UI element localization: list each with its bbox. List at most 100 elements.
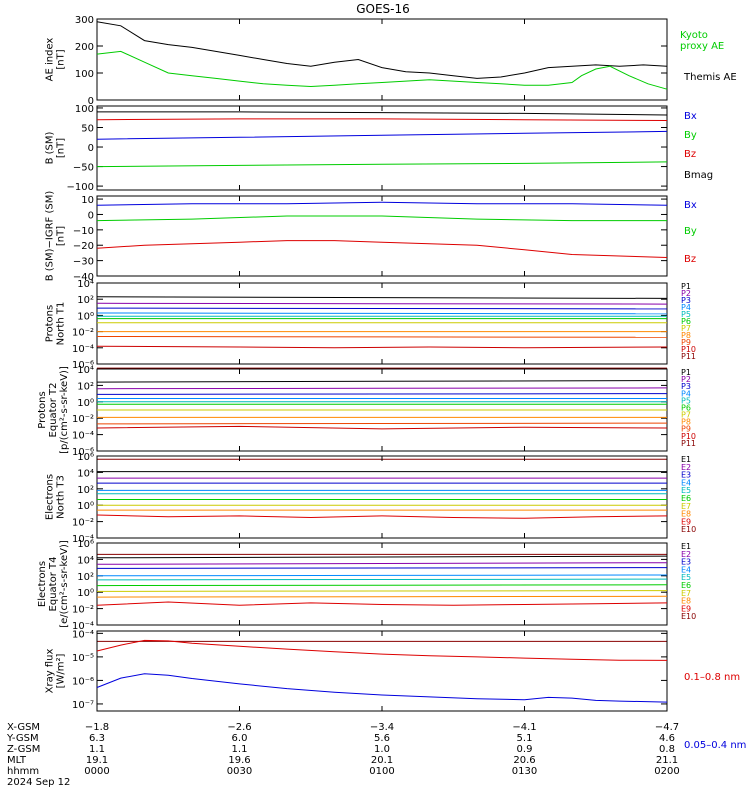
series-line-P1	[96, 296, 668, 299]
legend-label: E10	[681, 612, 696, 621]
legend-label: By	[684, 130, 697, 141]
legend-label: P6	[681, 403, 691, 412]
legend-label: E6	[681, 494, 691, 503]
legend-label: Kyoto	[680, 30, 708, 41]
legend-label: P5	[681, 396, 691, 405]
x-row-value: −4.1	[512, 722, 536, 733]
series-line-By	[96, 215, 667, 222]
legend-label: P1	[681, 368, 691, 377]
series-line-0.1–0.8 nm	[96, 639, 668, 661]
x-row-label: hhmm	[7, 766, 39, 777]
legend-label: E8	[681, 510, 691, 519]
legend-label: P11	[681, 352, 696, 361]
legend-label: P5	[681, 310, 691, 319]
legend-label: 0.05–0.4 nm	[684, 740, 746, 751]
y-axis-label: North T1	[56, 302, 67, 346]
series-line-E7	[96, 590, 668, 592]
legend-label: E8	[681, 597, 691, 606]
series-line-Kyoto proxy AE	[96, 50, 668, 90]
y-tick-label: 10⁻⁴	[72, 431, 94, 442]
legend-label: E4	[681, 565, 691, 574]
series-line-P9	[96, 336, 668, 338]
legend-label: E6	[681, 581, 691, 590]
series-line-Bz	[96, 118, 668, 121]
x-row-value: −1.8	[85, 722, 109, 733]
y-tick-label: −40	[73, 272, 94, 283]
legend-label: E3	[681, 471, 691, 480]
y-tick-label: −50	[73, 163, 94, 174]
panel-protons_t1: 10⁻⁶ 10⁻⁴ 10⁻² 10⁰ 10² 10⁴ Protons North T1 P1P2…	[45, 279, 697, 371]
y-tick-label: 100	[75, 104, 94, 115]
x-row-value: 6.3	[89, 733, 105, 744]
y-tick-label: 10⁰	[77, 588, 94, 599]
panel-frame	[96, 455, 668, 539]
panel-xray: 10⁻⁷ 10⁻⁶ 10⁻⁵ 10⁻⁴ Xray flux [W/m²] 0.1–0.8 n…	[45, 629, 747, 751]
series-line-P3	[96, 307, 668, 310]
y-tick-label: 10⁻⁵	[72, 653, 94, 664]
legend-label: E9	[681, 517, 691, 526]
y-tick-label: 10⁴	[77, 468, 94, 479]
y-tick-label: 10⁻²	[72, 328, 94, 339]
y-axis-label: [W/m²]	[56, 653, 67, 688]
x-row-value: 0000	[84, 766, 109, 777]
legend-label: P10	[681, 345, 696, 354]
y-tick-label: −10	[73, 226, 94, 237]
x-row-value: 0200	[654, 766, 679, 777]
panel-frame	[96, 542, 668, 626]
legend-label: P6	[681, 317, 691, 326]
legend-label: proxy AE	[680, 41, 724, 52]
legend-label: Bx	[684, 200, 697, 211]
y-axis-label: Equator T2	[48, 383, 59, 438]
y-tick-label: 10⁻⁶	[72, 447, 94, 458]
x-axis-table: X-GSM −1.8 −2.6 −3.4 −4.1 −4.7 Y-GSM 6.3 6.0 5.6 5…	[6, 722, 680, 788]
y-axis-label: Xray flux	[45, 649, 56, 694]
series-line-0.05–0.4 nm	[96, 673, 668, 703]
panel-protons_t2: 10⁻⁶ 10⁻⁴ 10⁻² 10⁰ 10² 10⁴ Protons Equator T2 [p…	[37, 365, 696, 460]
x-row-value: 1.1	[89, 744, 105, 755]
y-tick-label: 200	[75, 42, 94, 53]
legend-label: Themis AE	[683, 72, 737, 83]
panel-b_sm: −100 −50 0 50 100 B (SM) [nT] Bx By Bz Bmag	[45, 104, 714, 193]
x-row-value: 1.1	[232, 744, 248, 755]
x-row-label: X-GSM	[7, 722, 40, 733]
legend-label: E4	[681, 478, 691, 487]
y-tick-label: 10⁻²	[72, 414, 94, 425]
legend-label: E9	[681, 604, 691, 613]
legend-label: P2	[681, 375, 691, 384]
y-tick-label: 10⁴	[77, 279, 94, 290]
legend-label: P7	[681, 324, 691, 333]
x-row-value: 19.1	[86, 755, 108, 766]
y-tick-label: 0	[88, 143, 94, 154]
legend-label: E5	[681, 573, 691, 582]
panel-frame	[96, 195, 668, 277]
x-row-value: 0.8	[659, 744, 675, 755]
x-row-value: 5.1	[517, 733, 533, 744]
y-axis-label: Protons	[37, 391, 48, 428]
y-tick-label: −100	[67, 182, 94, 193]
series-line-By	[96, 161, 668, 168]
x-row-label: Z-GSM	[7, 744, 40, 755]
y-tick-label: 10⁻²	[72, 518, 94, 529]
legend-label: P2	[681, 289, 691, 298]
series-line-P2	[96, 387, 668, 390]
x-row-value: 4.6	[659, 733, 675, 744]
series-line-P4	[96, 312, 668, 315]
y-tick-label: 10⁴	[77, 555, 94, 566]
y-tick-label: 300	[75, 15, 94, 26]
y-axis-label: North T3	[56, 475, 67, 519]
x-row-value: 0030	[227, 766, 252, 777]
legend-label: P11	[681, 439, 696, 448]
legend-label: P9	[681, 338, 691, 347]
date-label: 2024 Sep 12	[7, 777, 70, 788]
legend-label: Bmag	[684, 170, 713, 181]
y-tick-label: 10⁻⁴	[72, 629, 94, 640]
series-line-E2	[96, 562, 668, 565]
x-row-value: 19.6	[228, 755, 250, 766]
y-tick-label: 100	[75, 69, 94, 80]
panel-frame	[96, 18, 668, 101]
y-axis-label: B (SM)	[45, 131, 56, 164]
legend-label: P8	[681, 418, 691, 427]
legend-label: E1	[681, 542, 691, 551]
